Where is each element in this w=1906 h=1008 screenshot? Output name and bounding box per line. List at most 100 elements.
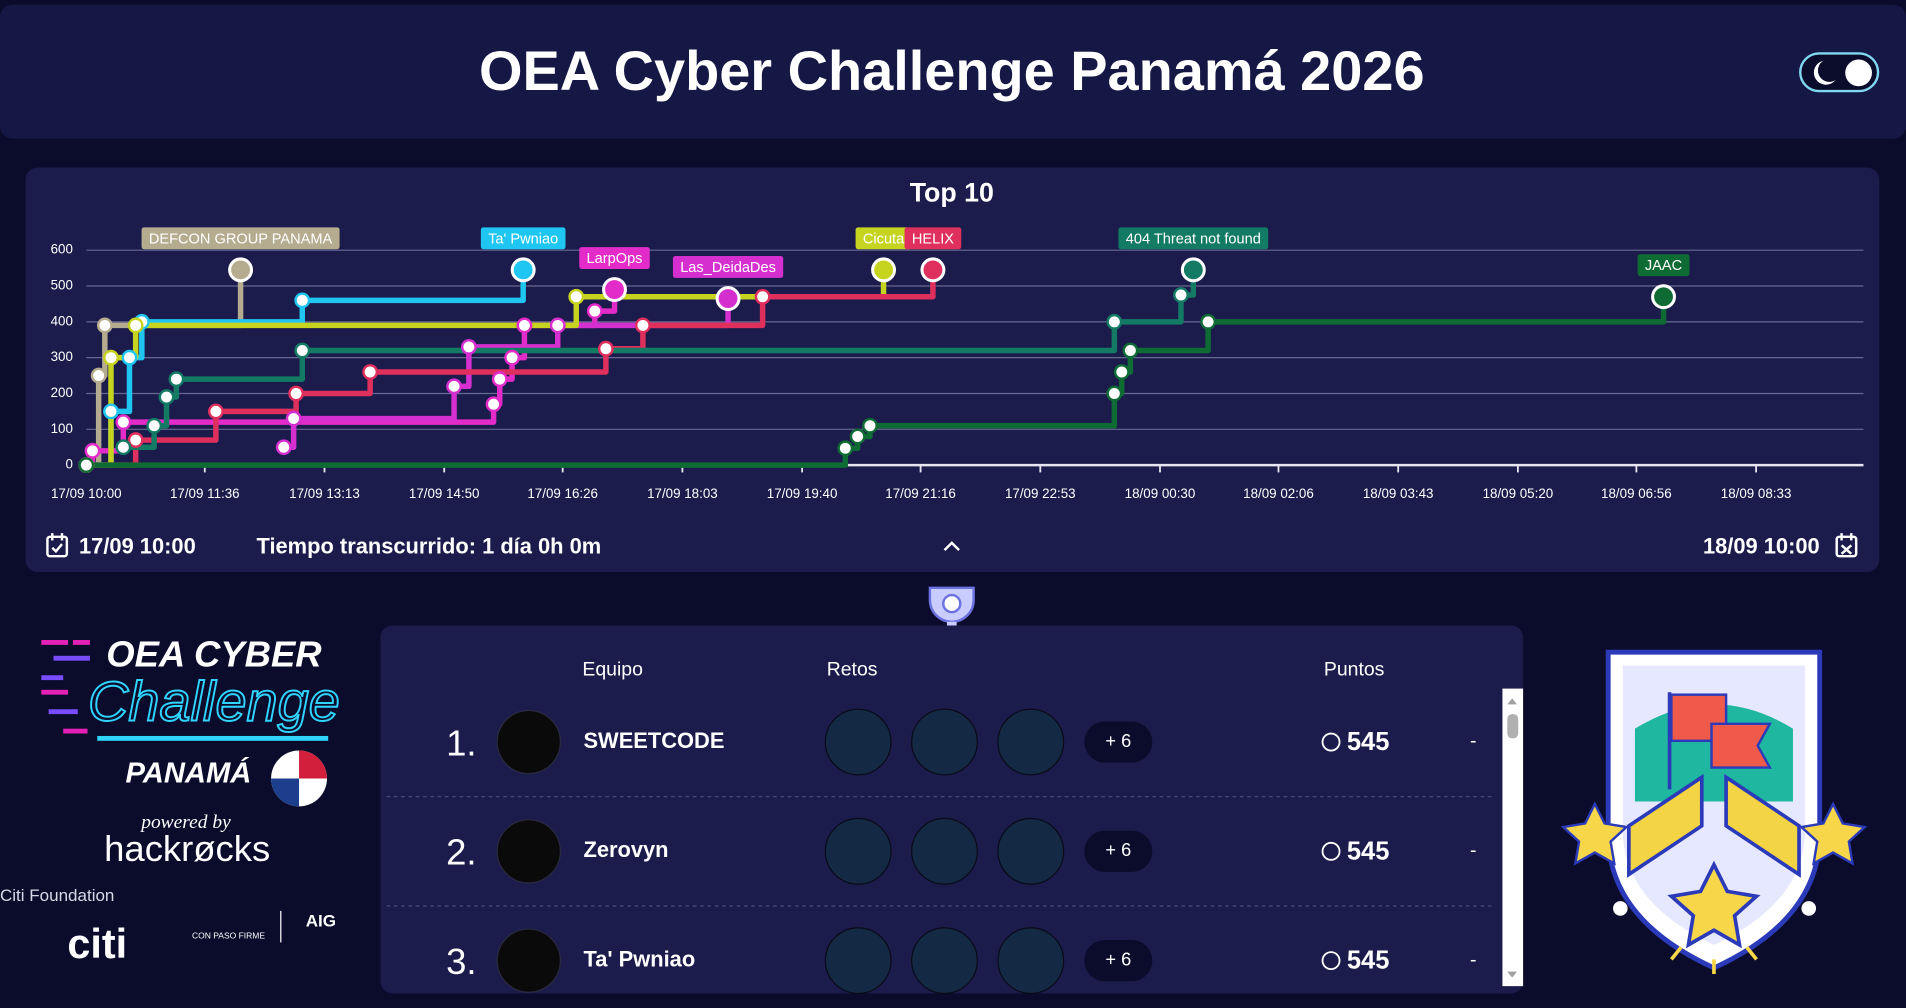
collapse-chevron[interactable] [943, 541, 960, 552]
series-marker [294, 342, 311, 359]
team-avatar [496, 709, 561, 775]
series-marker [96, 317, 113, 334]
series-marker [103, 349, 119, 366]
team-name: Zerovyn [583, 837, 668, 862]
series-label-bg [141, 227, 340, 250]
y-tick-label: 500 [51, 278, 73, 293]
challenge-thumb [997, 708, 1065, 776]
aig-logo: AIG [306, 911, 336, 930]
series-end-marker [1180, 257, 1206, 283]
series-end-marker [871, 257, 897, 283]
series-marker [516, 317, 533, 334]
series-marker [78, 457, 95, 474]
series-marker [127, 317, 144, 334]
series-marker [1122, 342, 1139, 359]
series-label: LarpOps [587, 251, 643, 267]
series-label: HELIX [912, 231, 954, 247]
elapsed-time: Tiempo transcurrido: 1 día 0h 0m [256, 534, 601, 559]
challenge-thumb [824, 927, 892, 995]
challenge-thumb [911, 927, 978, 995]
series-end-marker [602, 277, 627, 303]
points-icon [1321, 951, 1341, 971]
y-tick-label: 600 [51, 242, 73, 257]
series-marker [849, 428, 866, 445]
x-tick-label: 17/09 19:40 [767, 486, 838, 501]
series-marker [146, 417, 163, 434]
x-tick-label: 17/09 13:13 [289, 486, 360, 501]
series-marker [446, 378, 462, 395]
series-marker [1106, 385, 1123, 402]
leaderboard-panel [380, 625, 1524, 994]
scrollbar[interactable] [1502, 688, 1524, 987]
rank-change: - [1470, 949, 1476, 971]
series-marker [634, 317, 651, 334]
series-marker [754, 288, 771, 305]
series-marker [168, 371, 185, 388]
series-label-bg [1637, 254, 1690, 277]
challenge-thumb [997, 927, 1065, 995]
logo-top: OEA CYBER [106, 634, 322, 675]
more-pill [1084, 939, 1153, 982]
x-tick-label: 17/09 10:00 [51, 486, 122, 501]
y-tick-label: 300 [51, 349, 73, 364]
series-marker [504, 349, 520, 366]
challenge-thumb [997, 817, 1065, 885]
y-tick-label: 100 [51, 421, 73, 436]
rank: 1. [446, 722, 476, 763]
series-end-marker [228, 257, 254, 283]
team-avatar [496, 928, 561, 993]
series-marker [837, 440, 854, 457]
series-label-bg [672, 256, 784, 278]
series-marker [121, 349, 138, 366]
calendar-start-icon [46, 533, 69, 558]
x-tick-label: 17/09 18:03 [647, 486, 718, 501]
rank-change: - [1470, 730, 1476, 752]
y-tick-label: 400 [51, 313, 73, 328]
series-marker [103, 403, 119, 420]
challenge-thumb [911, 708, 978, 776]
series-marker [1200, 313, 1217, 330]
x-tick-label: 17/09 11:36 [170, 486, 240, 501]
series-end-marker [510, 257, 536, 283]
scrollbar-thumb[interactable] [1507, 714, 1519, 739]
points-icon [1321, 841, 1341, 861]
column-header: Equipo [582, 659, 643, 681]
series-marker [491, 371, 508, 388]
rank-change: - [1470, 839, 1476, 861]
x-tick-label: 18/09 05:20 [1483, 486, 1554, 501]
citi-logo: citi [67, 921, 127, 967]
series-label: DEFCON GROUP PANAMA [149, 231, 333, 247]
series-marker [275, 439, 292, 456]
team-name: SWEETCODE [583, 728, 724, 753]
column-header: Puntos [1324, 659, 1385, 681]
series-marker [288, 385, 305, 402]
chart-title: Top 10 [910, 177, 994, 207]
chart-panel [25, 167, 1880, 573]
series-marker [549, 317, 566, 334]
rank: 3. [446, 941, 476, 982]
series-marker [597, 340, 614, 357]
x-tick-label: 18/09 08:33 [1721, 486, 1792, 501]
series-marker [485, 396, 502, 413]
logo-country: PANAMÁ [125, 756, 251, 790]
series-marker [84, 442, 101, 459]
y-tick-label: 200 [51, 385, 73, 400]
series-marker [1113, 364, 1130, 380]
series-label: JAAC [1645, 258, 1682, 274]
series-marker [568, 288, 585, 305]
series-marker [362, 364, 379, 380]
series-label-bg [1118, 227, 1269, 250]
challenge-thumb [824, 817, 892, 885]
logo-stripes [41, 640, 329, 741]
more-pill [1084, 830, 1153, 872]
series-label: 404 Threat not found [1126, 231, 1261, 247]
badge-illustration [1560, 649, 1868, 974]
leaderboard: Equipo Retos Puntos 1. SWEETCODE + 6 545 - 2. Zer… [386, 659, 1496, 995]
series-label-bg [904, 227, 962, 250]
sponsor: Citi Foundation [0, 886, 114, 905]
theme-toggle[interactable] [1799, 52, 1880, 93]
series-marker [1173, 287, 1189, 303]
series-end-marker [715, 286, 741, 311]
